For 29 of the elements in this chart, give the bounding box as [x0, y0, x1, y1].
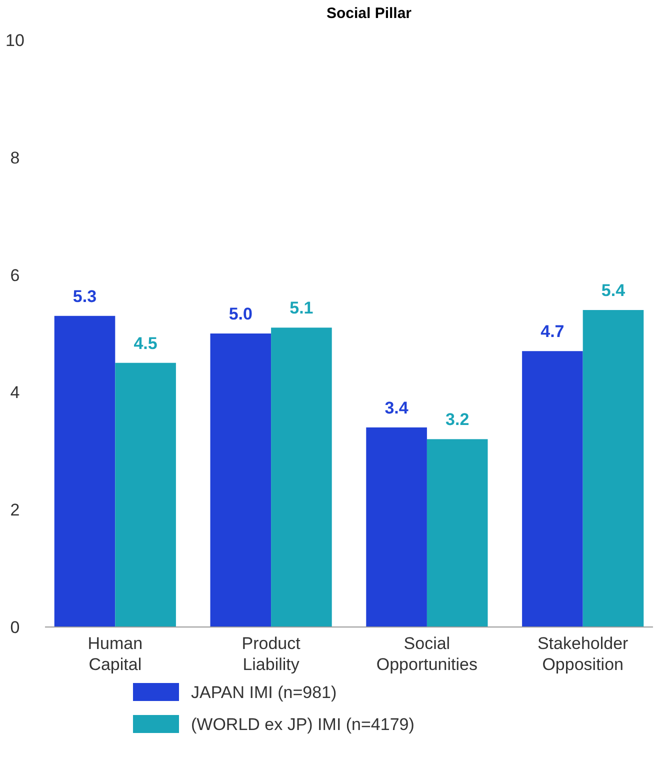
x-tick-label: Product Liability: [242, 634, 301, 674]
x-tick-label: Human Capital: [88, 634, 143, 674]
data-label: 5.3: [72, 286, 97, 306]
legend-label: JAPAN IMI (n=981): [191, 682, 337, 702]
data-label: 5.0: [228, 304, 252, 324]
data-label: 4.5: [134, 334, 158, 353]
data-label: 3.2: [446, 410, 470, 430]
data-label: 5.1: [290, 298, 314, 318]
y-tick-label: 6: [10, 266, 20, 285]
y-tick-label: 4: [10, 383, 20, 402]
bar: [54, 316, 116, 627]
y-tick-label: 10: [6, 30, 24, 50]
x-tick-label: Social Opportunities: [376, 634, 478, 674]
bar: [366, 427, 427, 627]
data-label: 4.7: [540, 322, 564, 342]
bar: [115, 362, 176, 627]
y-tick-label: 8: [10, 148, 20, 168]
bar: [210, 334, 272, 627]
chart-title: Social Pillar: [326, 5, 412, 22]
bar: [582, 310, 644, 627]
bar: [271, 328, 332, 627]
bar: [522, 351, 583, 627]
y-tick-label: 0: [10, 618, 20, 637]
bar: [426, 439, 488, 627]
y-tick-label: 2: [10, 500, 20, 520]
data-label: 3.4: [384, 398, 409, 418]
x-tick-label: Stakeholder Opposition: [537, 634, 629, 674]
legend-label: (WORLD ex JP) IMI (n=4179): [191, 714, 414, 734]
data-label: 5.4: [601, 281, 626, 300]
